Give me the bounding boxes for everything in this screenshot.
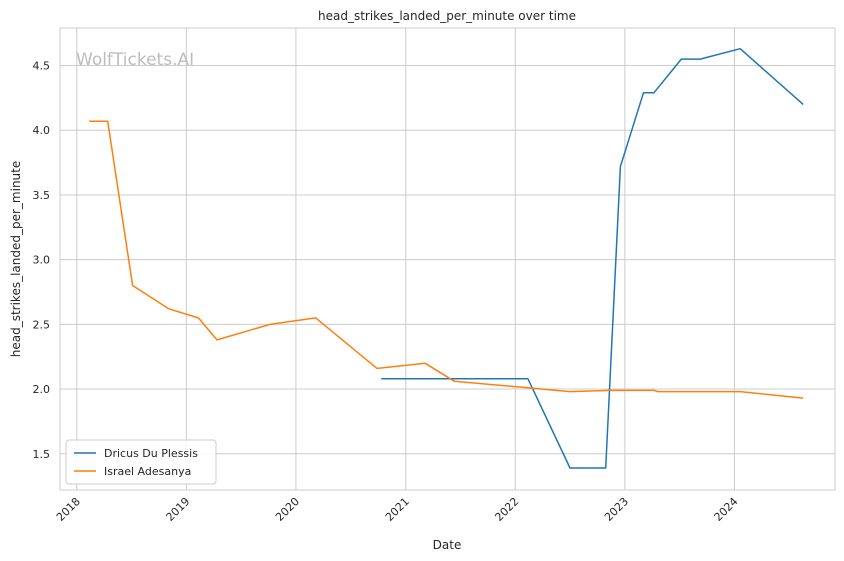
x-axis-title: Date <box>433 538 462 552</box>
y-tick-label: 2.5 <box>33 318 51 331</box>
y-tick-label: 3.5 <box>33 189 51 202</box>
series-line-1 <box>89 120 804 399</box>
plot-area <box>59 27 836 491</box>
y-tick-label: 4.0 <box>33 124 51 137</box>
legend-label: Israel Adesanya <box>104 465 191 478</box>
x-tick-label: 2023 <box>602 495 631 524</box>
y-tick-label: 3.0 <box>33 254 51 267</box>
legend-box <box>65 439 217 485</box>
grid <box>60 28 835 490</box>
watermark: WolfTickets.AI <box>76 50 194 70</box>
y-tick-label: 4.5 <box>33 60 51 73</box>
x-tick-label: 2022 <box>492 495 521 524</box>
series-line-0 <box>381 47 804 469</box>
x-tick-label: 2021 <box>383 495 412 524</box>
y-tick-label: 1.5 <box>33 448 51 461</box>
series-lines <box>89 47 804 469</box>
legend: Dricus Du Plessis Israel Adesanya <box>65 439 217 485</box>
y-axis-title: head_strikes_landed_per_minute <box>9 161 23 358</box>
y-tick-label: 2.0 <box>33 383 51 396</box>
x-tick-label: 2019 <box>163 495 192 524</box>
x-tick-label: 2018 <box>54 495 83 524</box>
x-tick-label: 2024 <box>712 495 741 524</box>
chart-title: head_strikes_landed_per_minute over time <box>318 9 576 23</box>
x-tick-label: 2020 <box>273 495 302 524</box>
legend-label: Dricus Du Plessis <box>104 447 198 460</box>
